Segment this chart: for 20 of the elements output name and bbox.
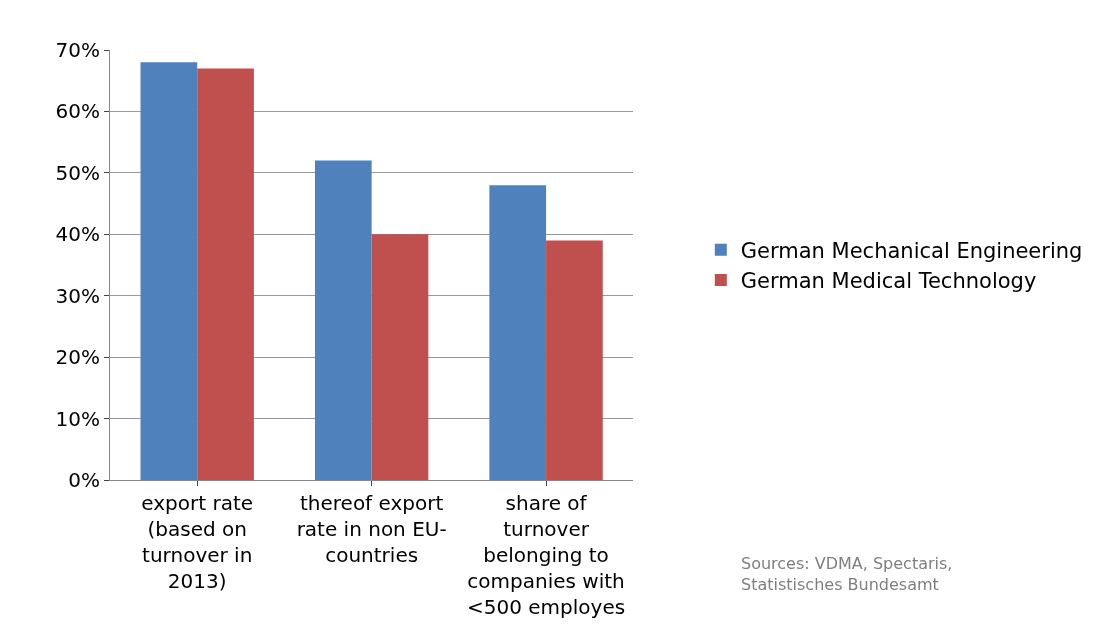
y-tick-label: 70% xyxy=(55,38,100,62)
x-tick-label: export rate (based on turnover in 2013) xyxy=(141,491,254,593)
legend-label: German Mechanical Engineering xyxy=(740,238,1083,263)
bar xyxy=(371,234,429,480)
y-tick-label: 0% xyxy=(68,468,100,492)
bar xyxy=(489,185,547,480)
source-note: Sources: VDMA, Spectaris, Statistisches Bundesamt xyxy=(741,554,953,594)
y-tick-label: 60% xyxy=(55,99,100,124)
x-tick-label: thereof export rate in non EU-countries xyxy=(296,491,447,567)
legend-label: German Medical Technology xyxy=(740,269,1037,294)
y-tick-label: 40% xyxy=(55,222,100,247)
y-tick-label: 20% xyxy=(55,345,100,370)
bar xyxy=(140,62,198,480)
bar xyxy=(197,68,254,480)
y-tick-label: 10% xyxy=(55,406,100,431)
bar xyxy=(314,160,372,480)
bar xyxy=(546,240,603,480)
x-tick-label: share of turnover belonging to companies with <500 employes xyxy=(467,491,626,619)
y-tick-label: 30% xyxy=(55,283,100,308)
y-tick-label: 50% xyxy=(55,160,100,185)
